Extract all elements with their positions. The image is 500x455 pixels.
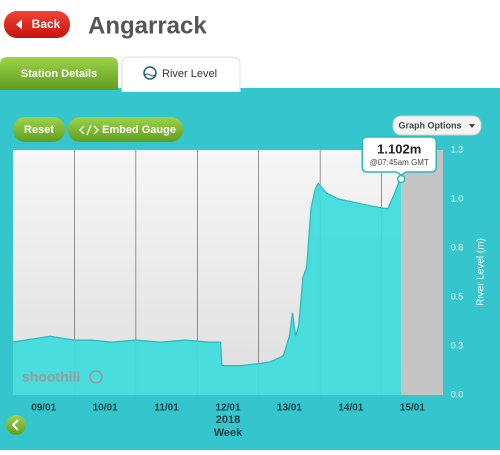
header-bg: [0, 0, 500, 52]
y-tick-label: 0.3: [451, 340, 464, 350]
tab-bg: [121, 56, 241, 93]
embed-icon: [79, 124, 99, 136]
latest-point: [396, 174, 406, 184]
x-tick-label: 11/01: [154, 403, 179, 414]
tooltip-time: @07:45am GMT: [370, 158, 429, 167]
reset-label: Reset: [24, 124, 54, 136]
back-label: Back: [32, 17, 61, 31]
future-region: [401, 150, 443, 395]
tooltip-value: 1.102m: [377, 141, 421, 156]
tab-bg: [0, 57, 118, 90]
x-tick-label: 14/01: [338, 403, 363, 414]
tab-icon: [143, 66, 157, 80]
back-arrow: [16, 19, 22, 30]
y-tick-label: 0.0: [451, 389, 464, 399]
area-line: [12, 178, 402, 367]
options-bg: [392, 115, 482, 136]
river-level-tab[interactable]: River Level: [121, 56, 241, 93]
tab-bar-line: [0, 88, 500, 92]
embed-label: Embed Gauge: [102, 124, 176, 136]
reset-bg: [13, 117, 65, 142]
plot: [12, 150, 443, 395]
x-tick-label: 15/01: [400, 403, 425, 414]
tooltip-bg: [361, 136, 437, 176]
back-button[interactable]: Back: [4, 11, 70, 38]
embed-bg: [68, 117, 183, 142]
options-caret: [469, 124, 475, 128]
reset-button[interactable]: Reset: [13, 117, 65, 142]
tab-label: River Level: [162, 68, 217, 80]
watermark-icon: [89, 370, 103, 384]
tab-label: Station Details: [21, 68, 97, 80]
x-tick-label: 13/01: [277, 403, 302, 414]
scroll-arrow: [11, 419, 19, 431]
back-button-bg: [4, 11, 70, 38]
station-details-tab[interactable]: Station Details: [0, 57, 118, 90]
y-tick-label: 0.5: [451, 291, 464, 301]
area-fill: [13, 179, 402, 395]
y-axis-label: River Level (m): [476, 238, 487, 306]
x-tick-label: 10/01: [93, 403, 118, 414]
options-label: Graph Options: [399, 120, 462, 130]
scroll-left-button[interactable]: [6, 415, 26, 435]
x-tick-label: 12/01: [215, 403, 240, 414]
y-tick-label: 1.3: [451, 144, 464, 154]
y-tick-label: 1.0: [451, 193, 464, 203]
embed-button[interactable]: Embed Gauge: [68, 117, 183, 142]
x-axis-year: 2018: [216, 414, 240, 426]
graph-options-button[interactable]: Graph Options: [392, 115, 482, 136]
x-axis-label: Week: [214, 427, 243, 439]
scroll-bg: [6, 415, 26, 435]
tab-icon-wave: [144, 73, 156, 77]
page-title: Angarrack: [88, 12, 207, 39]
x-tick-label: 09/01: [31, 403, 56, 414]
watermark: shoothill: [22, 369, 80, 385]
y-tick-label: 0.8: [451, 242, 464, 252]
